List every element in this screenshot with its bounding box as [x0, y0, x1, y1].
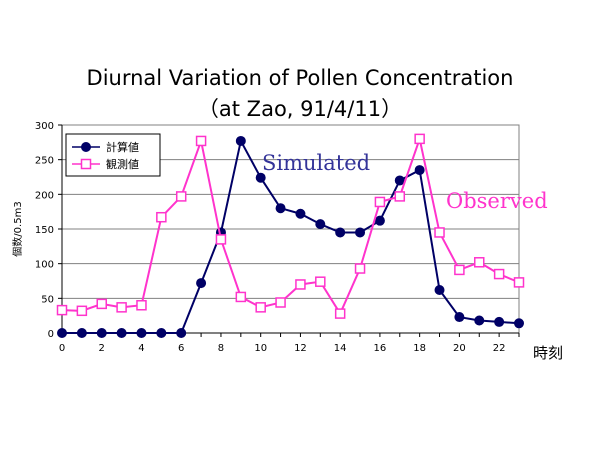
series-2-point [493, 268, 505, 280]
y-tick-label: 300 [35, 121, 54, 132]
series-1-point [176, 328, 187, 338]
y-tick-label: 100 [35, 260, 54, 271]
series-2-point [175, 191, 187, 202]
series-1-point [315, 219, 326, 230]
x-tick-label: 18 [413, 343, 426, 354]
x-tick-label: 16 [374, 343, 387, 354]
series-1-point [434, 285, 445, 296]
series-2-point [116, 302, 127, 313]
series-1-point [156, 328, 167, 338]
x-tick-label: 2 [99, 343, 105, 354]
series-2-point [354, 263, 366, 274]
series-2-point [76, 305, 88, 317]
series-2-point [156, 211, 167, 223]
series-2-point [136, 300, 147, 311]
series-1-point [57, 328, 67, 338]
chart-title: Diurnal Variation of Pollen Concentratio… [86, 66, 514, 90]
series-1-point [76, 328, 87, 338]
x-axis-label: 時刻 [533, 344, 563, 362]
series-1-point [275, 203, 286, 214]
legend-label: 観測値 [106, 157, 139, 171]
series-2-point [374, 196, 386, 208]
chart-subtitle: （at Zao, 91/4/11） [197, 97, 403, 121]
series-2-point [96, 298, 107, 310]
series-layer [56, 133, 525, 338]
series-2-point [513, 277, 525, 288]
series-1-point [136, 328, 147, 338]
y-tick-label: 150 [35, 225, 54, 236]
series-2-point [434, 227, 445, 238]
series-2-point [315, 276, 326, 287]
y-axis-label: 個数/0.5m3 [11, 201, 24, 256]
series-1-point [374, 215, 385, 226]
series-2-point [474, 257, 485, 268]
series-1-point [355, 227, 366, 238]
series-1-point [414, 165, 425, 176]
x-tick-label: 10 [254, 343, 267, 354]
series-annotation: Simulated [262, 151, 370, 175]
x-tick-label: 12 [294, 343, 307, 354]
x-tick-label: 22 [493, 343, 506, 354]
series-2-point [295, 279, 306, 290]
x-tick-label: 20 [453, 343, 466, 354]
series-2-point [255, 302, 266, 313]
x-tick-label: 8 [218, 343, 224, 354]
series-1-point [474, 315, 485, 326]
series-2-point [454, 264, 465, 276]
x-tick-label: 14 [334, 343, 347, 354]
series-2-point [414, 133, 425, 145]
series-1-point [116, 328, 127, 338]
series-1-point [196, 278, 207, 289]
axes: 0 50 100 150 200 250 300 0 2 4 6 8 10 12 14 16 18 20 22 [35, 121, 520, 354]
series-1-point [255, 172, 266, 183]
series-1-point [514, 318, 524, 329]
series-2-point [334, 308, 346, 319]
y-tick-label: 50 [41, 294, 54, 305]
y-tick-label: 0 [48, 329, 54, 340]
series-2-point [195, 135, 207, 147]
series-annotation: Observed [446, 189, 548, 213]
series-annotations: Simulated Observed [262, 151, 548, 213]
series-2-point [394, 191, 406, 202]
legend-label: 計算値 [106, 140, 139, 154]
series-2-point [235, 291, 247, 303]
x-tick-label: 6 [178, 343, 184, 354]
series-1-point [335, 227, 346, 238]
series-1-point [235, 135, 246, 146]
series-1-point [295, 208, 306, 219]
x-tick-label: 0 [59, 343, 65, 354]
legend-marker [81, 142, 91, 152]
series-2-point [275, 297, 286, 308]
series-1-point [494, 316, 505, 327]
y-tick-label: 200 [35, 190, 54, 201]
series-2-point [56, 304, 68, 316]
series-1-point [96, 328, 107, 338]
x-tick-label: 4 [138, 343, 144, 354]
legend-marker [80, 158, 92, 170]
y-tick-label: 250 [35, 156, 54, 167]
series-1-point [454, 312, 465, 323]
series-1-point [394, 175, 405, 186]
series-2-point [215, 234, 227, 245]
